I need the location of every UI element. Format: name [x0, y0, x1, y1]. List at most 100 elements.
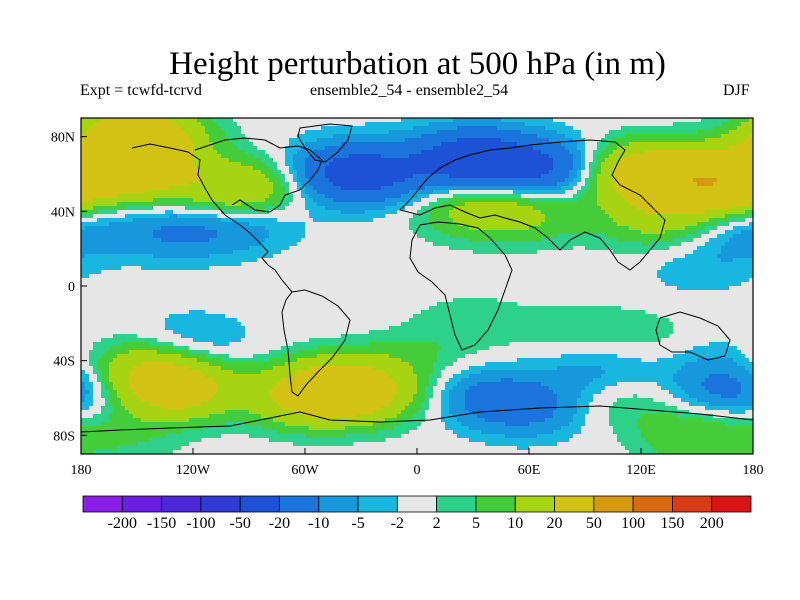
- field-cell: [413, 178, 418, 183]
- field-cell: [109, 234, 114, 239]
- field-cell: [633, 150, 638, 155]
- field-cell: [325, 166, 330, 171]
- field-cell: [573, 218, 578, 223]
- field-cell: [97, 174, 102, 179]
- field-cell: [345, 222, 350, 227]
- field-cell: [481, 142, 486, 147]
- field-cell: [549, 162, 554, 167]
- field-cell: [181, 154, 186, 159]
- field-cell: [401, 130, 406, 135]
- field-cell: [393, 150, 398, 155]
- field-cell: [529, 210, 534, 215]
- field-cell: [385, 202, 390, 207]
- field-cell: [265, 214, 270, 219]
- field-cell: [257, 174, 262, 179]
- field-cell: [537, 134, 542, 139]
- field-cell: [317, 218, 322, 223]
- field-cell: [697, 222, 702, 227]
- field-cell: [701, 226, 706, 231]
- field-cell: [89, 174, 94, 179]
- field-cell: [313, 126, 318, 131]
- field-cell: [149, 166, 154, 171]
- field-cell: [277, 214, 282, 219]
- field-cell: [481, 202, 486, 207]
- field-cell: [505, 162, 510, 167]
- field-cell: [325, 206, 330, 211]
- field-cell: [353, 118, 358, 123]
- field-cell: [297, 178, 302, 183]
- field-cell: [549, 126, 554, 131]
- field-cell: [349, 182, 354, 187]
- field-cell: [393, 202, 398, 207]
- field-cell: [685, 138, 690, 143]
- field-cell: [589, 170, 594, 175]
- field-cell: [537, 118, 542, 123]
- field-cell: [685, 202, 690, 207]
- field-cell: [609, 162, 614, 167]
- field-cell: [373, 230, 378, 235]
- field-cell: [437, 198, 442, 203]
- field-cell: [457, 194, 462, 199]
- field-cell: [721, 162, 726, 167]
- field-cell: [433, 186, 438, 191]
- field-cell: [625, 202, 630, 207]
- field-cell: [181, 190, 186, 195]
- field-cell: [705, 130, 710, 135]
- field-cell: [645, 138, 650, 143]
- field-cell: [585, 146, 590, 151]
- field-cell: [233, 182, 238, 187]
- field-cell: [593, 214, 598, 219]
- field-cell: [225, 206, 230, 211]
- field-cell: [337, 198, 342, 203]
- field-cell: [741, 194, 746, 199]
- field-cell: [229, 142, 234, 147]
- field-cell: [525, 230, 530, 235]
- field-cell: [329, 190, 334, 195]
- field-cell: [529, 118, 534, 123]
- field-cell: [309, 130, 314, 135]
- field-cell: [385, 214, 390, 219]
- field-cell: [437, 142, 442, 147]
- field-cell: [613, 182, 618, 187]
- field-cell: [369, 174, 374, 179]
- field-cell: [121, 150, 126, 155]
- field-cell: [653, 122, 658, 127]
- field-cell: [177, 166, 182, 171]
- field-cell: [417, 178, 422, 183]
- field-cell: [317, 122, 322, 127]
- field-cell: [481, 194, 486, 199]
- field-cell: [205, 198, 210, 203]
- field-cell: [141, 134, 146, 139]
- field-cell: [345, 178, 350, 183]
- field-cell: [161, 222, 166, 227]
- field-cell: [749, 118, 753, 123]
- field-cell: [613, 142, 618, 147]
- field-cell: [641, 142, 646, 147]
- field-cell: [93, 190, 98, 195]
- field-cell: [509, 234, 514, 239]
- field-cell: [345, 158, 350, 163]
- field-cell: [97, 130, 102, 135]
- field-cell: [545, 138, 550, 143]
- field-cell: [177, 218, 182, 223]
- field-cell: [649, 166, 654, 171]
- field-cell: [321, 190, 326, 195]
- field-cell: [317, 202, 322, 207]
- field-cell: [217, 142, 222, 147]
- field-cell: [581, 222, 586, 227]
- field-cell: [597, 182, 602, 187]
- field-cell: [745, 118, 750, 123]
- field-cell: [421, 142, 426, 147]
- field-cell: [253, 234, 258, 239]
- field-cell: [169, 202, 174, 207]
- field-cell: [457, 202, 462, 207]
- field-cell: [541, 174, 546, 179]
- field-cell: [293, 190, 298, 195]
- field-cell: [709, 186, 714, 191]
- field-cell: [89, 194, 94, 199]
- field-cell: [141, 234, 146, 239]
- field-cell: [361, 162, 366, 167]
- field-cell: [517, 206, 522, 211]
- field-cell: [333, 170, 338, 175]
- field-cell: [281, 214, 286, 219]
